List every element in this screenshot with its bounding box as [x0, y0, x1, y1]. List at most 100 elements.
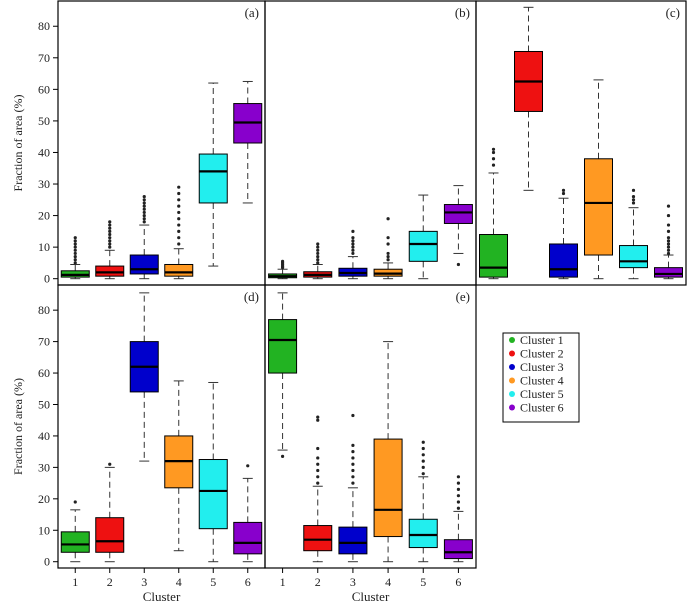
outlier-point	[421, 453, 425, 457]
outlier-point	[177, 204, 181, 208]
outlier-point	[108, 229, 112, 233]
outlier-point	[351, 456, 355, 460]
outlier-point	[351, 242, 355, 246]
iqr-box	[233, 521, 263, 555]
outlier-point	[631, 188, 636, 192]
outlier-point	[108, 236, 112, 240]
outlier-point	[177, 223, 181, 227]
outlier-point	[386, 217, 390, 221]
outlier-point	[177, 217, 181, 221]
outlier-point	[108, 223, 112, 227]
y-tick-label: 60	[38, 366, 50, 380]
x-tick-label: 1	[280, 575, 286, 589]
outlier-point	[142, 217, 146, 221]
outlier-point	[561, 191, 566, 196]
outlier-point	[421, 440, 425, 444]
outlier-point	[351, 236, 355, 240]
outlier-point	[142, 210, 146, 215]
outlier-point	[666, 229, 671, 233]
outlier-point	[351, 481, 355, 485]
x-tick-label: 2	[315, 575, 321, 589]
x-tick-label: 5	[420, 575, 426, 589]
outlier-point	[351, 475, 355, 479]
panel-frame	[475, 0, 687, 286]
iqr-box	[164, 263, 194, 277]
panel-frame	[264, 0, 477, 286]
outlier-point	[316, 475, 320, 479]
outlier-point	[386, 255, 390, 259]
outlier-point	[108, 239, 112, 243]
outlier-point	[456, 494, 461, 498]
legend-marker	[509, 391, 515, 397]
box-cluster-1	[60, 236, 90, 280]
y-axis-label: Fraction of area (%)	[11, 95, 25, 192]
outlier-point	[73, 248, 77, 252]
outlier-point	[666, 245, 671, 249]
iqr-box	[443, 539, 473, 560]
outlier-point	[73, 239, 77, 243]
x-tick-label: 6	[245, 575, 251, 589]
legend-marker	[509, 350, 515, 357]
y-tick-label: 0	[44, 555, 50, 569]
y-tick-label: 60	[38, 82, 50, 96]
iqr-box	[198, 459, 228, 530]
box-cluster-5	[198, 381, 228, 563]
panel-label: (b)	[455, 5, 470, 20]
panel-a: (a) 0 10 20 30 40 50 60 70 80 Fraction of area (%)	[11, 0, 266, 286]
x-tick-label: 4	[176, 575, 182, 589]
x-tick-label: 6	[455, 575, 461, 589]
x-tick-label: 2	[107, 575, 113, 589]
iqr-box	[619, 245, 648, 269]
x-tick-label: 3	[350, 575, 356, 589]
box-cluster-6	[233, 464, 263, 563]
box-cluster-5	[408, 194, 438, 280]
outlier-point	[316, 255, 320, 259]
iqr-box	[95, 517, 125, 553]
outlier-point	[73, 500, 77, 504]
outlier-point	[142, 220, 146, 224]
y-tick-label: 30	[38, 177, 50, 191]
outlier-point	[316, 446, 320, 451]
box-cluster-3	[129, 195, 159, 280]
box-cluster-5	[198, 82, 228, 267]
legend-marker	[509, 404, 515, 411]
panel-frame	[264, 284, 477, 569]
iqr-box	[338, 526, 368, 555]
box-cluster-2	[95, 220, 125, 280]
iqr-box	[408, 230, 438, 262]
y-tick-label: 70	[38, 51, 50, 65]
iqr-box	[373, 438, 403, 538]
outlier-point	[73, 245, 77, 249]
outlier-point	[316, 245, 320, 249]
outlier-point	[456, 262, 461, 267]
outlier-point	[421, 446, 425, 451]
outlier-point	[491, 157, 496, 161]
outlier-point	[142, 198, 146, 202]
legend-label: Cluster 2	[520, 347, 564, 361]
panel-label: (a)	[245, 5, 259, 20]
outlier-point	[351, 251, 355, 256]
box-cluster-1	[479, 147, 508, 280]
iqr-box	[408, 518, 438, 549]
x-tick-label: 5	[210, 575, 216, 589]
outlier-point	[316, 261, 320, 265]
iqr-box	[129, 254, 159, 275]
outlier-point	[177, 242, 181, 246]
outlier-point	[280, 259, 285, 263]
outlier-point	[351, 239, 355, 243]
outlier-point	[142, 195, 146, 199]
outlier-point	[316, 415, 320, 419]
outlier-point	[316, 468, 320, 473]
outlier-point	[177, 229, 181, 233]
outlier-point	[316, 481, 320, 485]
outlier-point	[421, 465, 425, 469]
outlier-point	[351, 443, 355, 447]
box-cluster-6	[654, 204, 683, 280]
outlier-point	[316, 242, 320, 246]
panel-label: (e)	[456, 289, 470, 304]
outlier-point	[316, 456, 320, 460]
y-axis-label: Fraction of area (%)	[11, 378, 25, 475]
outlier-point	[631, 198, 636, 202]
outlier-point	[666, 223, 671, 227]
